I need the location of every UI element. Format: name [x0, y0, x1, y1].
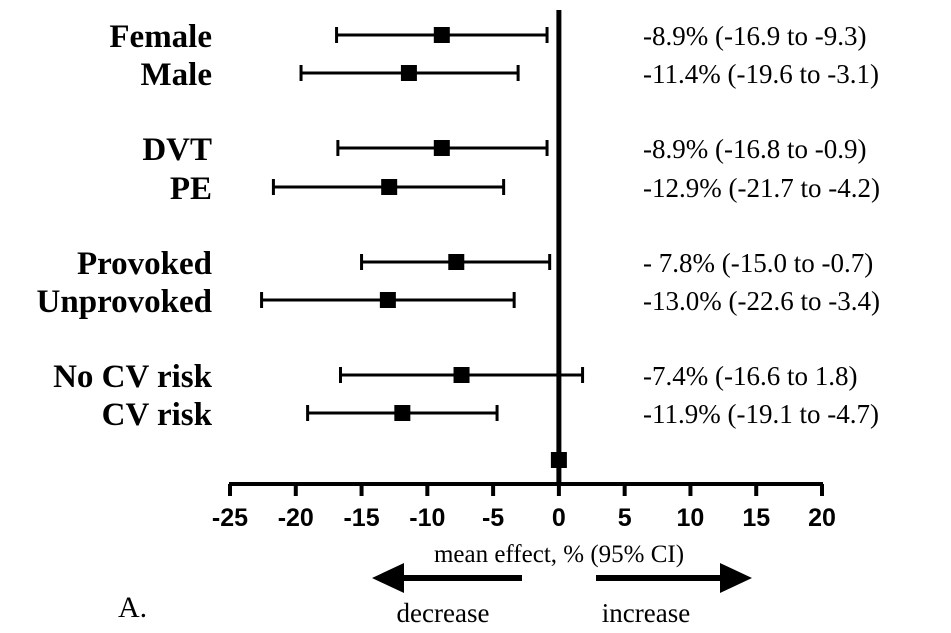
- increase-arrow: [596, 563, 752, 593]
- row-label: Unprovoked: [37, 284, 212, 320]
- row-value-label: -11.9% (-19.1 to -4.7): [643, 399, 879, 429]
- x-tick-label: 10: [677, 504, 705, 532]
- x-tick-label: -20: [278, 504, 314, 532]
- row-value-label: -11.4% (-19.6 to -3.1): [643, 59, 879, 89]
- x-tick-label: 5: [618, 504, 632, 532]
- x-tick-label: -5: [482, 504, 504, 532]
- point-estimate: [433, 27, 450, 43]
- plot-area: -25 -20 -15 -10 -5 0 5 10 15 20 Female -8.9% (-16.9…: [37, 10, 880, 532]
- point-estimate: [379, 292, 396, 308]
- x-tick-label: 20: [808, 504, 836, 532]
- point-estimate: [433, 140, 450, 156]
- point-estimate: [448, 254, 465, 270]
- row-value-label: -13.0% (-22.6 to -3.4): [643, 286, 880, 316]
- row-value-label: -8.9% (-16.9 to -9.3): [643, 21, 866, 51]
- row-label: Male: [141, 57, 212, 93]
- x-tick-label: 0: [552, 504, 566, 532]
- row-label: Provoked: [77, 246, 212, 282]
- x-tick-label: -15: [343, 504, 379, 532]
- x-tick-label: -10: [409, 504, 445, 532]
- increase-label: increase: [602, 598, 690, 628]
- reference-marker: [550, 452, 567, 468]
- row-label: PE: [170, 171, 212, 207]
- decrease-label: decrease: [397, 598, 490, 628]
- row-label: No CV risk: [53, 359, 213, 395]
- decrease-arrow: [372, 563, 522, 593]
- row-value-label: - 7.8% (-15.0 to -0.7): [643, 248, 873, 278]
- row-value-label: -12.9% (-21.7 to -4.2): [643, 173, 880, 203]
- row-value-label: -7.4% (-16.6 to 1.8): [643, 361, 857, 391]
- row-label: DVT: [142, 132, 212, 168]
- point-estimate: [394, 405, 411, 421]
- panel-label: A.: [118, 591, 147, 624]
- x-tick-label: -25: [212, 504, 248, 532]
- point-estimate: [381, 179, 398, 195]
- x-axis-title: mean effect, % (95% CI): [434, 541, 684, 568]
- row-label: Female: [109, 19, 212, 55]
- row-label: CV risk: [102, 397, 213, 433]
- x-tick-label: 15: [742, 504, 770, 532]
- point-estimate: [400, 65, 417, 81]
- point-estimate: [453, 367, 470, 383]
- row-value-label: -8.9% (-16.8 to -0.9): [643, 134, 866, 164]
